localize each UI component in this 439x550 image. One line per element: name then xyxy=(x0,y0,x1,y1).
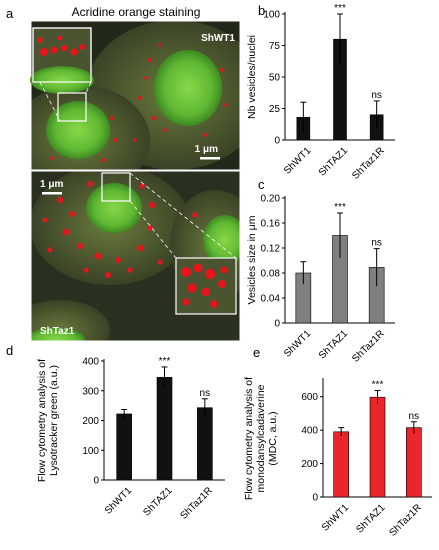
x-tick-label: ShTAZ1 xyxy=(354,502,387,535)
y-axis-label: Flow cytometry analysis of xyxy=(243,377,255,500)
panel-letter-d: d xyxy=(6,343,13,358)
y-tick-label: 0.20 xyxy=(261,194,281,205)
x-tick-label: ShTaz1R xyxy=(350,328,386,364)
y-tick-label: 100 xyxy=(82,446,99,457)
cell-nucleus xyxy=(86,183,142,233)
y-tick-label: 100 xyxy=(263,10,280,21)
bar-chart-d: d 0 100 200 300 400 Flow cytometry analysis of… xyxy=(6,343,225,522)
x-tick-label: ShWT1 xyxy=(103,485,135,517)
inset-bottom xyxy=(101,172,237,315)
scale-bar xyxy=(200,157,220,160)
bar-chart-b: b 0 25 50 75 100 Nb vesicles/nuclei ShWT1 *** ShT… xyxy=(246,3,395,182)
panel-letter-e: e xyxy=(253,345,260,360)
y-tick-label: 0.12 xyxy=(261,244,281,255)
y-tick-label: 200 xyxy=(82,416,99,427)
panel-letter-b: b xyxy=(258,3,265,18)
vesicle-cluster xyxy=(50,43,228,162)
significance-label: *** xyxy=(334,3,346,14)
y-tick-label: 0.16 xyxy=(261,219,281,230)
y-tick-label: 0.08 xyxy=(261,269,281,280)
y-axis-label: Flow cytometry analysis of xyxy=(36,359,48,482)
panel-a-title: Acridine orange staining xyxy=(72,5,201,19)
x-tick-label: ShTaz1R xyxy=(387,502,423,538)
y-axis-label: monodansylcadaverine xyxy=(255,384,267,492)
vesicle-cluster xyxy=(42,181,208,283)
bar xyxy=(197,407,213,481)
inset-source-box xyxy=(57,92,87,122)
bar xyxy=(333,431,349,498)
bar-chart-e: e 0 200 400 600 Flow cytometry analysis of mon… xyxy=(243,345,432,539)
x-tick-label: ShWT1 xyxy=(282,145,314,177)
y-tick-label: 200 xyxy=(301,459,318,470)
x-tick-label: ShTAZ1 xyxy=(317,145,350,178)
y-tick-label: 400 xyxy=(82,357,99,368)
x-tick-label: ShWT1 xyxy=(320,502,352,534)
y-axis-label: (MDC, a.u.) xyxy=(267,411,279,465)
y-tick-label: 400 xyxy=(301,426,318,437)
bar xyxy=(369,396,386,498)
y-tick-label: 75 xyxy=(269,41,281,52)
inset-source-box xyxy=(101,172,131,202)
bar xyxy=(156,377,173,481)
y-tick-label: 50 xyxy=(269,73,281,84)
y-axis-label: Lysotracker green (a.u.) xyxy=(48,365,60,476)
label-shtaz1: ShTaz1 xyxy=(40,326,75,337)
y-tick-label: 0 xyxy=(312,493,318,504)
scale-bar-label: 1 μm xyxy=(40,179,63,190)
significance-label: *** xyxy=(159,356,171,367)
y-axis-label: Nb vesicles/nuclei xyxy=(246,35,258,119)
scale-bar xyxy=(42,192,62,195)
y-tick-label: 25 xyxy=(269,104,281,115)
y-tick-label: 300 xyxy=(82,386,99,397)
significance-label: ns xyxy=(371,238,382,249)
y-tick-label: 0 xyxy=(274,319,280,330)
cell-nucleus xyxy=(31,328,85,341)
x-tick-label: ShTAZ1 xyxy=(317,328,350,361)
cell-nucleus xyxy=(46,101,110,159)
panel-letter-c: c xyxy=(258,177,265,192)
y-axis-label: Vesicles size in μm xyxy=(246,215,258,304)
x-tick-label: ShWT1 xyxy=(282,328,314,360)
significance-label: ns xyxy=(371,90,382,101)
label-shwt1: ShWT1 xyxy=(201,33,235,44)
y-tick-label: 0 xyxy=(274,136,280,147)
y-tick-label: 0.04 xyxy=(261,294,281,305)
inset-top xyxy=(30,27,94,122)
significance-label: *** xyxy=(334,202,346,213)
y-tick-label: 600 xyxy=(301,392,318,403)
significance-label: *** xyxy=(372,380,384,391)
bar xyxy=(406,427,422,498)
x-tick-label: ShTaz1R xyxy=(178,485,214,521)
x-tick-label: ShTAZ1 xyxy=(141,485,174,518)
cell-nucleus xyxy=(203,215,240,265)
significance-label: ns xyxy=(200,388,211,399)
significance-label: ns xyxy=(409,411,420,422)
scale-bar-label: 1 μm xyxy=(195,144,218,155)
bar xyxy=(116,413,132,481)
y-tick-label: 0 xyxy=(93,476,99,487)
cell-nucleus xyxy=(154,50,222,126)
panel-letter-a: a xyxy=(6,6,14,21)
panel-a: a Acridine orange staining xyxy=(6,5,241,342)
x-tick-label: ShTaz1R xyxy=(350,145,386,181)
micrograph-top xyxy=(31,21,240,170)
